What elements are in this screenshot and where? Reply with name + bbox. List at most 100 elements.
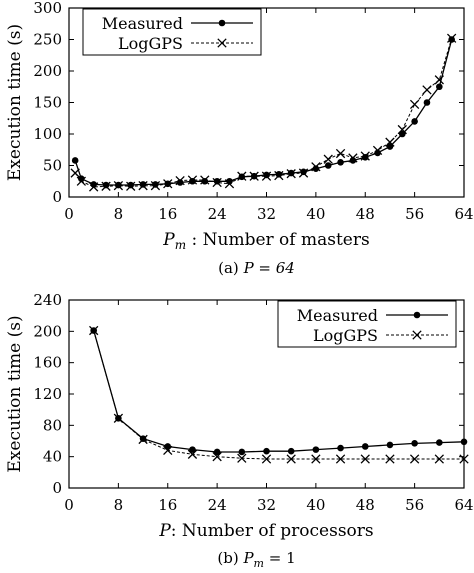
legend-label: Measured: [297, 306, 378, 325]
data-point-x: [311, 454, 321, 464]
x-tick-label: 16: [158, 496, 177, 514]
y-tick-label: 40: [43, 448, 62, 466]
data-point-x: [237, 453, 247, 463]
x-tick-label: 24: [208, 205, 227, 223]
data-point-dot: [411, 118, 418, 125]
data-point-x: [163, 445, 173, 456]
y-tick-label: 200: [33, 322, 62, 340]
series-measured: [90, 327, 468, 456]
data-point-dot: [312, 446, 320, 453]
series-loggps: [89, 325, 469, 464]
data-point-x: [261, 454, 272, 464]
caption-prefix: (b): [217, 549, 243, 567]
x-axis-label-sub: m: [175, 238, 186, 252]
x-tick-label: 0: [64, 205, 74, 223]
x-axis-label-var: P: [158, 521, 171, 541]
data-point-x: [187, 175, 198, 185]
data-point-x: [150, 181, 161, 191]
x-tick-label: 48: [356, 496, 375, 514]
data-point-x: [422, 85, 432, 95]
x-tick-label: 64: [454, 496, 473, 514]
data-point-x: [385, 137, 395, 147]
data-point-dot: [287, 447, 295, 455]
data-point-dot: [398, 130, 406, 138]
data-point-x: [187, 449, 198, 459]
y-axis-label: Execution time (s): [5, 24, 25, 181]
y-tick-label: 50: [43, 157, 62, 175]
series-line: [93, 330, 465, 453]
y-tick-label: 0: [52, 188, 62, 206]
data-point-x: [372, 145, 383, 156]
data-point-dot: [436, 439, 443, 446]
data-point-x: [212, 177, 222, 188]
data-point-dot: [460, 438, 468, 446]
data-point-dot: [436, 83, 443, 91]
data-point-dot: [189, 446, 196, 453]
x-tick-label: 56: [405, 496, 424, 514]
data-point-dot: [337, 159, 344, 166]
y-tick-label: 200: [33, 62, 62, 80]
data-point-dot: [71, 157, 79, 164]
caption-formula: P: [242, 549, 254, 567]
data-point-x: [459, 454, 469, 464]
y-tick-label: 160: [33, 354, 62, 372]
data-point-dot: [386, 143, 394, 150]
data-point-dot: [263, 171, 270, 179]
x-tick-label: 8: [114, 496, 124, 514]
series-line: [74, 39, 453, 186]
caption-formula: P = 64: [243, 259, 295, 277]
y-tick-label: 80: [43, 416, 62, 434]
data-point-x: [113, 413, 124, 423]
data-point-x: [224, 179, 235, 189]
data-point-x: [249, 171, 259, 181]
x-tick-label: 32: [257, 205, 276, 223]
data-point-dot: [423, 99, 431, 106]
x-tick-label: 40: [306, 205, 325, 223]
series-line: [74, 38, 453, 188]
data-point-x: [76, 176, 87, 186]
data-point-x: [113, 181, 124, 191]
legend-box: [277, 300, 457, 348]
data-point-x: [101, 181, 111, 191]
data-point-x: [446, 33, 457, 43]
x-axis-label-var: P: [162, 230, 175, 250]
legend-marker-x: [217, 38, 227, 48]
x-tick-label: 40: [306, 496, 325, 514]
data-point-x: [348, 153, 358, 163]
data-point-dot: [275, 171, 283, 178]
data-point-x: [360, 454, 370, 464]
data-point-x: [335, 454, 346, 464]
data-point-x: [385, 454, 395, 464]
data-point-x: [298, 168, 309, 178]
series-loggps: [70, 33, 457, 192]
data-point-dot: [213, 448, 221, 456]
data-point-dot: [324, 162, 332, 169]
data-point-x: [126, 181, 136, 191]
x-tick-label: 8: [114, 205, 124, 223]
data-point-x: [212, 452, 222, 462]
data-point-dot: [386, 441, 394, 449]
y-tick-label: 100: [33, 125, 62, 143]
x-axis-label: Pm : Number of masters: [162, 230, 369, 252]
legend-marker-dot: [218, 19, 226, 27]
data-point-x: [274, 170, 284, 181]
x-tick-label: 56: [405, 205, 424, 223]
x-tick-label: 24: [208, 496, 227, 514]
data-point-x: [70, 168, 80, 178]
data-point-dot: [238, 448, 246, 456]
data-point-dot: [102, 181, 110, 189]
data-point-x: [261, 171, 272, 181]
data-point-x: [286, 169, 296, 179]
data-point-dot: [337, 444, 344, 452]
data-point-x: [138, 434, 148, 445]
legend-label: Measured: [102, 14, 183, 33]
x-tick-label: 16: [158, 205, 177, 223]
legend-box: [82, 8, 262, 56]
x-tick-label: 48: [356, 205, 375, 223]
chart-a: 0 8 16 24 32 40 48 56 64 0 50 100 150 200 250 300 Execut…: [5, 0, 474, 277]
data-point-x: [89, 182, 99, 192]
caption-formula-sub: m: [254, 557, 264, 570]
data-point-x: [89, 325, 99, 336]
